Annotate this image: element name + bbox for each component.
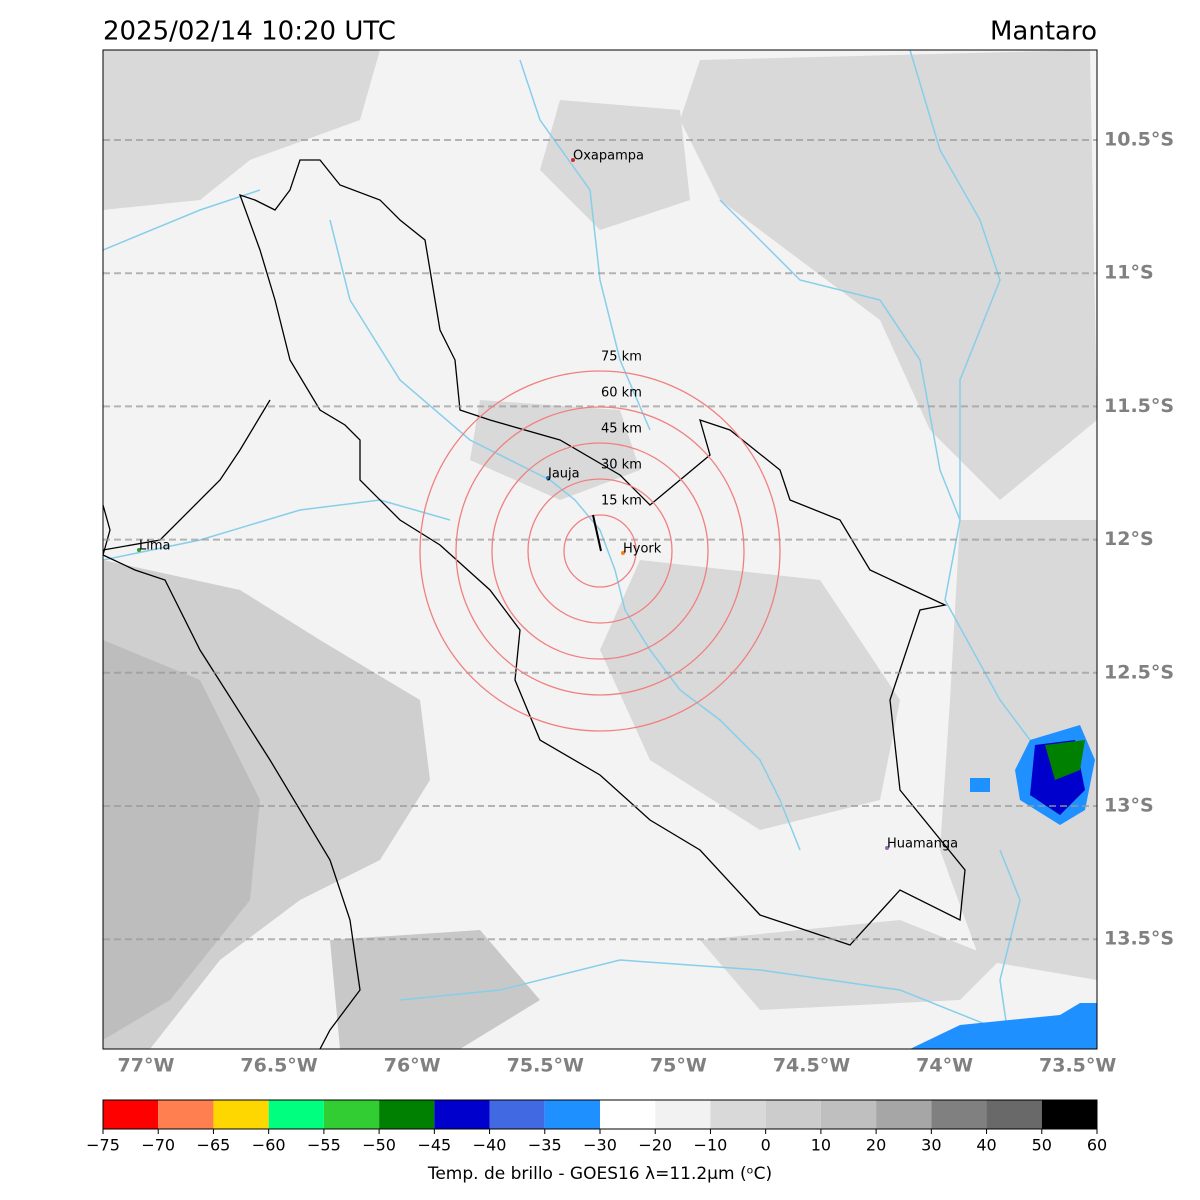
colorbar-tick-label: −40 (473, 1136, 507, 1155)
city-dot (571, 158, 575, 162)
axis-labels: 10.5°S 11°S 11.5°S 12°S 12.5°S 13°S 13.5°S 77°W… (118, 129, 1175, 1077)
lat-label: 12°S (1104, 528, 1154, 550)
range-ring (563, 514, 637, 588)
colorbar-tick-label: −10 (694, 1136, 728, 1155)
colorbar-label: Temp. de brillo - GOES16 λ=11.2μm (ᵒC) (427, 1164, 772, 1184)
ring-label: 45 km (601, 422, 642, 437)
colorbar-swatch (820, 1100, 877, 1129)
track (592, 514, 602, 552)
colorbar-tick-label: −60 (252, 1136, 286, 1155)
lon-label: 73.5°W (1039, 1055, 1116, 1077)
ring-label: 30 km (601, 458, 642, 473)
colorbar-tick-label: 20 (866, 1136, 886, 1155)
cities: Oxapampa Jauja Lima Hyork Huamanga (137, 149, 958, 852)
colorbar-tick-label: 30 (921, 1136, 941, 1155)
lon-label: 76.5°W (240, 1055, 317, 1077)
range-ring (419, 370, 781, 732)
colorbar-swatch (379, 1100, 435, 1129)
lat-label: 11°S (1104, 262, 1154, 284)
map-frame (102, 49, 1098, 1050)
colorbar-swatch (268, 1100, 324, 1129)
colorbar-swatch (931, 1100, 987, 1129)
colorbar-swatch (600, 1100, 656, 1129)
colorbar-tick-label: −45 (417, 1136, 451, 1155)
lat-grid (103, 139, 1097, 941)
colorbar-tick-label: 50 (1032, 1136, 1052, 1155)
map: 15 km 30 km 45 km 60 km 75 km Oxapampa Jauja L… (103, 50, 1097, 1049)
lat-label: 11.5°S (1104, 395, 1174, 417)
colorbar-tick-label: −30 (583, 1136, 617, 1155)
colorbar-swatch (876, 1100, 932, 1129)
colorbar-swatch (434, 1100, 490, 1129)
colorbar-swatch (1041, 1100, 1097, 1129)
lon-label: 75°W (650, 1055, 707, 1077)
city-label: Lima (139, 539, 170, 554)
lon-label: 77°W (118, 1055, 175, 1077)
colorbar-swatch (765, 1100, 821, 1129)
storm-cells (910, 725, 1097, 1049)
colorbar-tick-label: −75 (86, 1136, 120, 1155)
city-label: Jauja (547, 467, 580, 482)
range-ring (491, 442, 709, 660)
colorbar-tick-label: −20 (638, 1136, 672, 1155)
ring-label: 60 km (601, 386, 642, 401)
lat-label: 12.5°S (1104, 661, 1174, 683)
colorbar-swatch (103, 1100, 159, 1129)
colorbar-tick-label: −65 (197, 1136, 231, 1155)
colorbar-tick-label: −50 (362, 1136, 396, 1155)
lon-label: 76°W (384, 1055, 441, 1077)
city-label: Oxapampa (573, 149, 644, 164)
basin-outline (103, 159, 966, 1049)
lon-label: 74°W (916, 1055, 973, 1077)
datetime: 2025/02/14 10:20 UTC (103, 17, 396, 47)
city-label: Huamanga (887, 837, 958, 852)
range-ring (455, 406, 745, 696)
colorbar-tick-label: 40 (976, 1136, 996, 1155)
ring-label: 75 km (601, 350, 642, 365)
colorbar-tick-label: 10 (811, 1136, 831, 1155)
city-label: Hyork (623, 542, 662, 557)
range-ring (527, 478, 673, 624)
colorbar-tick-label: −35 (528, 1136, 562, 1155)
colorbar: −75 −70 −65 −60 −55 −50 −45 −40 −35 −30 −20 −10 0 10 2… (86, 1099, 1107, 1155)
ring-label: 15 km (601, 494, 642, 509)
colorbar-tick-label: −55 (307, 1136, 341, 1155)
lat-label: 13.5°S (1104, 928, 1174, 950)
colorbar-swatch (489, 1100, 545, 1129)
city-dot (885, 846, 889, 850)
city-dot (137, 548, 141, 552)
colorbar-swatch (710, 1100, 766, 1129)
colorbar-swatch (986, 1100, 1042, 1129)
cloud-field (103, 50, 1097, 1049)
colorbar-swatch (544, 1100, 600, 1129)
lon-label: 74.5°W (773, 1055, 850, 1077)
colorbar-tick-label: 60 (1087, 1136, 1107, 1155)
lon-label: 75.5°W (507, 1055, 584, 1077)
colorbar-swatch (323, 1100, 380, 1129)
colorbar-tick-label: −70 (141, 1136, 175, 1155)
lat-label: 10.5°S (1104, 129, 1174, 151)
colorbar-swatch (213, 1100, 269, 1129)
colorbar-tick-label: 0 (761, 1136, 771, 1155)
colorbar-swatch (655, 1100, 711, 1129)
lat-label: 13°S (1104, 795, 1154, 817)
city-dot (546, 476, 550, 480)
region: Mantaro (990, 17, 1097, 47)
city-dot (621, 551, 625, 555)
range-rings: 15 km 30 km 45 km 60 km 75 km (419, 350, 781, 732)
colorbar-swatch (158, 1100, 214, 1129)
